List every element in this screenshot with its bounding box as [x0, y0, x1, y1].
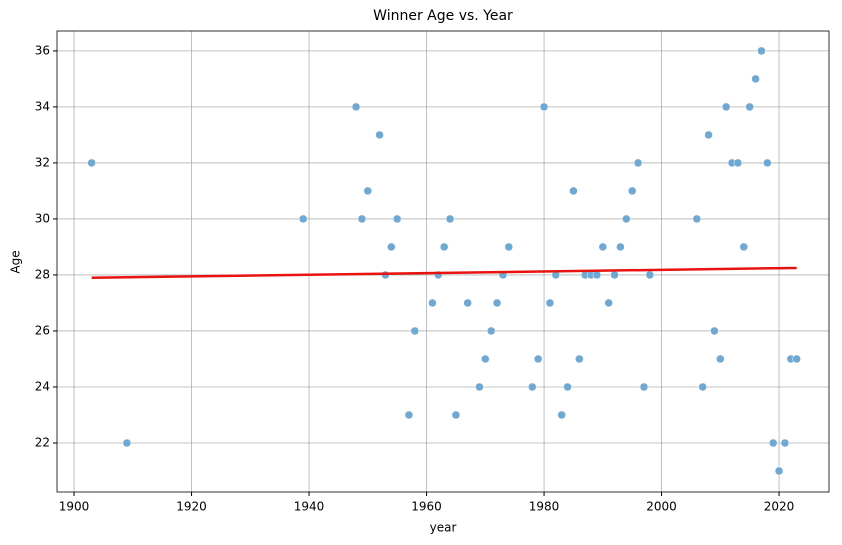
point	[451, 410, 461, 420]
point	[428, 298, 437, 308]
point	[475, 382, 484, 392]
x-tick-label: 2020	[764, 500, 795, 514]
x-tick-label: 1940	[294, 500, 325, 514]
point	[410, 326, 420, 336]
point	[763, 158, 772, 168]
y-tick-label: 28	[35, 267, 50, 281]
point	[616, 242, 625, 252]
point	[481, 354, 490, 364]
point	[569, 186, 578, 196]
y-tick-label: 32	[35, 155, 50, 169]
point	[539, 102, 549, 112]
y-tick-label: 36	[35, 43, 50, 57]
y-tick-label: 26	[35, 323, 50, 337]
point	[363, 186, 373, 196]
point	[563, 382, 572, 392]
point	[780, 438, 790, 448]
point	[739, 242, 749, 252]
x-tick-label: 1900	[59, 500, 90, 514]
point	[504, 242, 514, 252]
point	[528, 382, 537, 392]
y-tick-label: 22	[35, 435, 50, 449]
point	[792, 354, 801, 364]
point	[639, 382, 649, 392]
point	[710, 326, 719, 336]
point	[627, 186, 637, 196]
point	[575, 354, 584, 364]
point	[622, 214, 631, 224]
point	[486, 326, 496, 336]
point	[704, 130, 713, 140]
point	[492, 298, 502, 308]
point	[533, 354, 543, 364]
y-tick-label: 30	[35, 211, 50, 225]
point	[298, 214, 308, 224]
point	[604, 298, 613, 308]
point	[439, 242, 449, 252]
point	[757, 46, 766, 56]
point	[445, 214, 455, 224]
point	[774, 466, 784, 476]
point	[351, 102, 361, 112]
y-tick-label: 34	[35, 99, 50, 113]
point	[698, 382, 707, 392]
point	[745, 102, 754, 112]
point	[768, 438, 778, 448]
point	[733, 158, 743, 168]
chart-title: Winner Age vs. Year	[373, 8, 513, 24]
x-tick-label: 2000	[646, 500, 677, 514]
x-tick-label: 1960	[411, 500, 442, 514]
point	[545, 298, 555, 308]
point	[375, 130, 384, 140]
point	[645, 270, 655, 280]
plot-frame	[56, 30, 830, 493]
point	[721, 102, 731, 112]
trend-line	[91, 266, 797, 279]
point	[387, 242, 396, 252]
point	[592, 270, 602, 280]
point	[392, 214, 402, 224]
point	[122, 438, 132, 448]
point	[598, 242, 608, 252]
point	[87, 158, 96, 168]
point	[610, 270, 619, 280]
point	[557, 410, 566, 420]
x-axis-label: year	[430, 521, 457, 535]
x-tick-label: 1920	[176, 500, 207, 514]
point	[751, 74, 760, 84]
x-tick-label: 1980	[529, 500, 560, 514]
y-tick-label: 24	[35, 379, 50, 393]
point	[716, 354, 725, 364]
point	[633, 158, 643, 168]
point	[692, 214, 702, 224]
y-axis-label: Age	[9, 250, 23, 273]
point	[357, 214, 367, 224]
point	[404, 410, 414, 420]
point	[463, 298, 472, 308]
